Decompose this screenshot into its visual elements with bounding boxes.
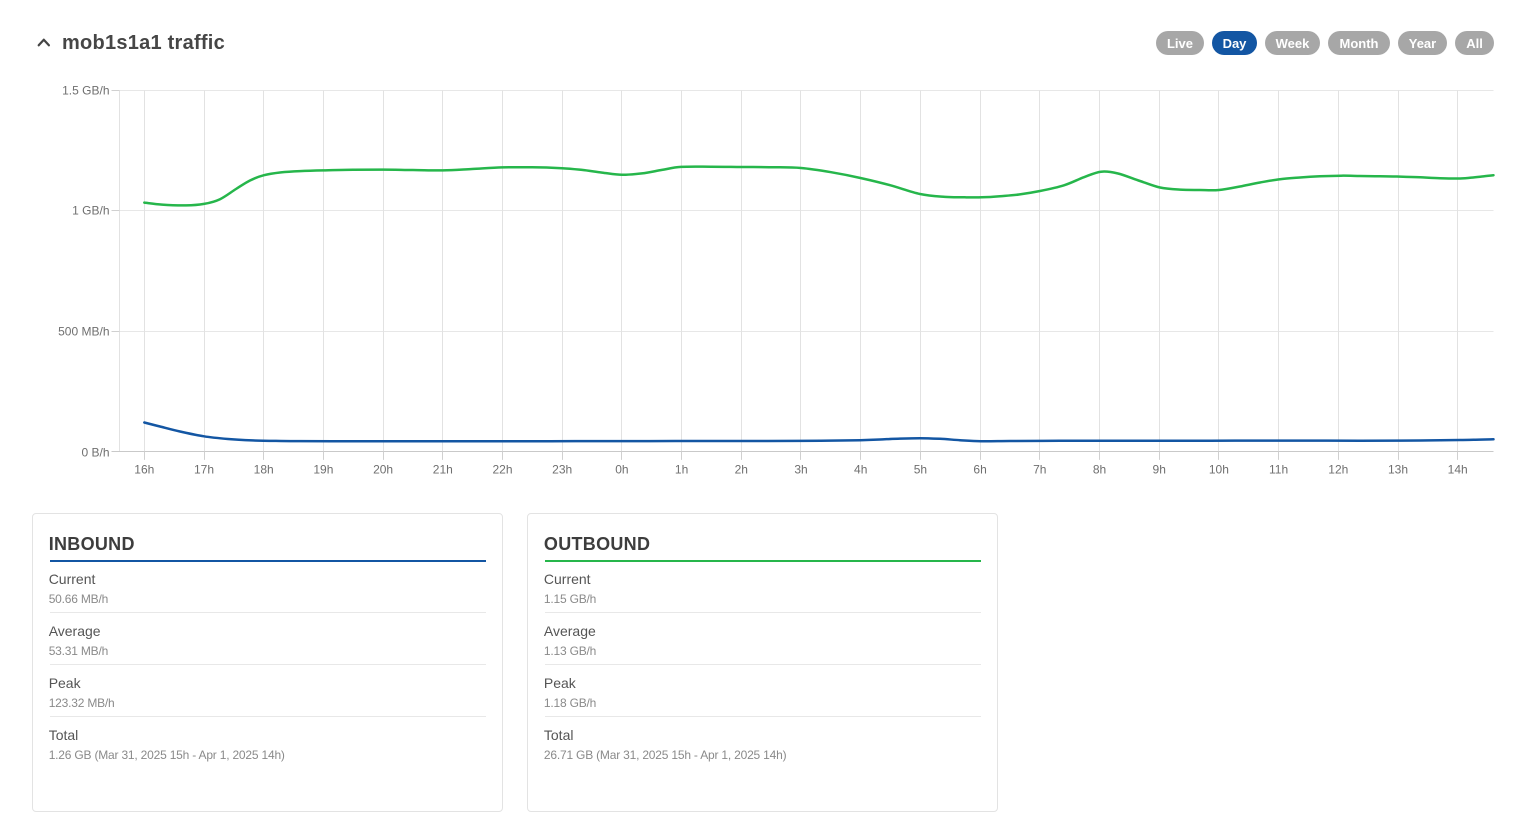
svg-text:7h: 7h <box>1033 463 1046 477</box>
svg-text:19h: 19h <box>313 463 333 477</box>
svg-text:1 GB/h: 1 GB/h <box>72 204 109 218</box>
svg-text:9h: 9h <box>1153 463 1166 477</box>
svg-text:10h: 10h <box>1209 463 1229 477</box>
svg-text:0h: 0h <box>615 463 628 477</box>
svg-text:1.5 GB/h: 1.5 GB/h <box>62 84 109 98</box>
svg-text:22h: 22h <box>492 463 512 477</box>
svg-text:11h: 11h <box>1269 463 1288 477</box>
svg-text:8h: 8h <box>1093 463 1106 477</box>
svg-text:6h: 6h <box>973 463 986 477</box>
svg-text:18h: 18h <box>254 463 274 477</box>
svg-text:21h: 21h <box>433 463 453 477</box>
svg-text:4h: 4h <box>854 463 867 477</box>
svg-text:14h: 14h <box>1448 463 1468 477</box>
svg-text:13h: 13h <box>1388 463 1408 477</box>
svg-text:1h: 1h <box>675 463 688 477</box>
svg-text:0 B/h: 0 B/h <box>81 446 109 460</box>
svg-text:5h: 5h <box>914 463 927 477</box>
svg-text:20h: 20h <box>373 463 393 477</box>
svg-text:17h: 17h <box>194 463 214 477</box>
svg-text:16h: 16h <box>134 463 154 477</box>
svg-text:2h: 2h <box>735 463 748 477</box>
svg-text:3h: 3h <box>794 463 807 477</box>
svg-text:12h: 12h <box>1328 463 1348 477</box>
svg-text:23h: 23h <box>552 463 572 477</box>
svg-text:500 MB/h: 500 MB/h <box>58 325 109 339</box>
